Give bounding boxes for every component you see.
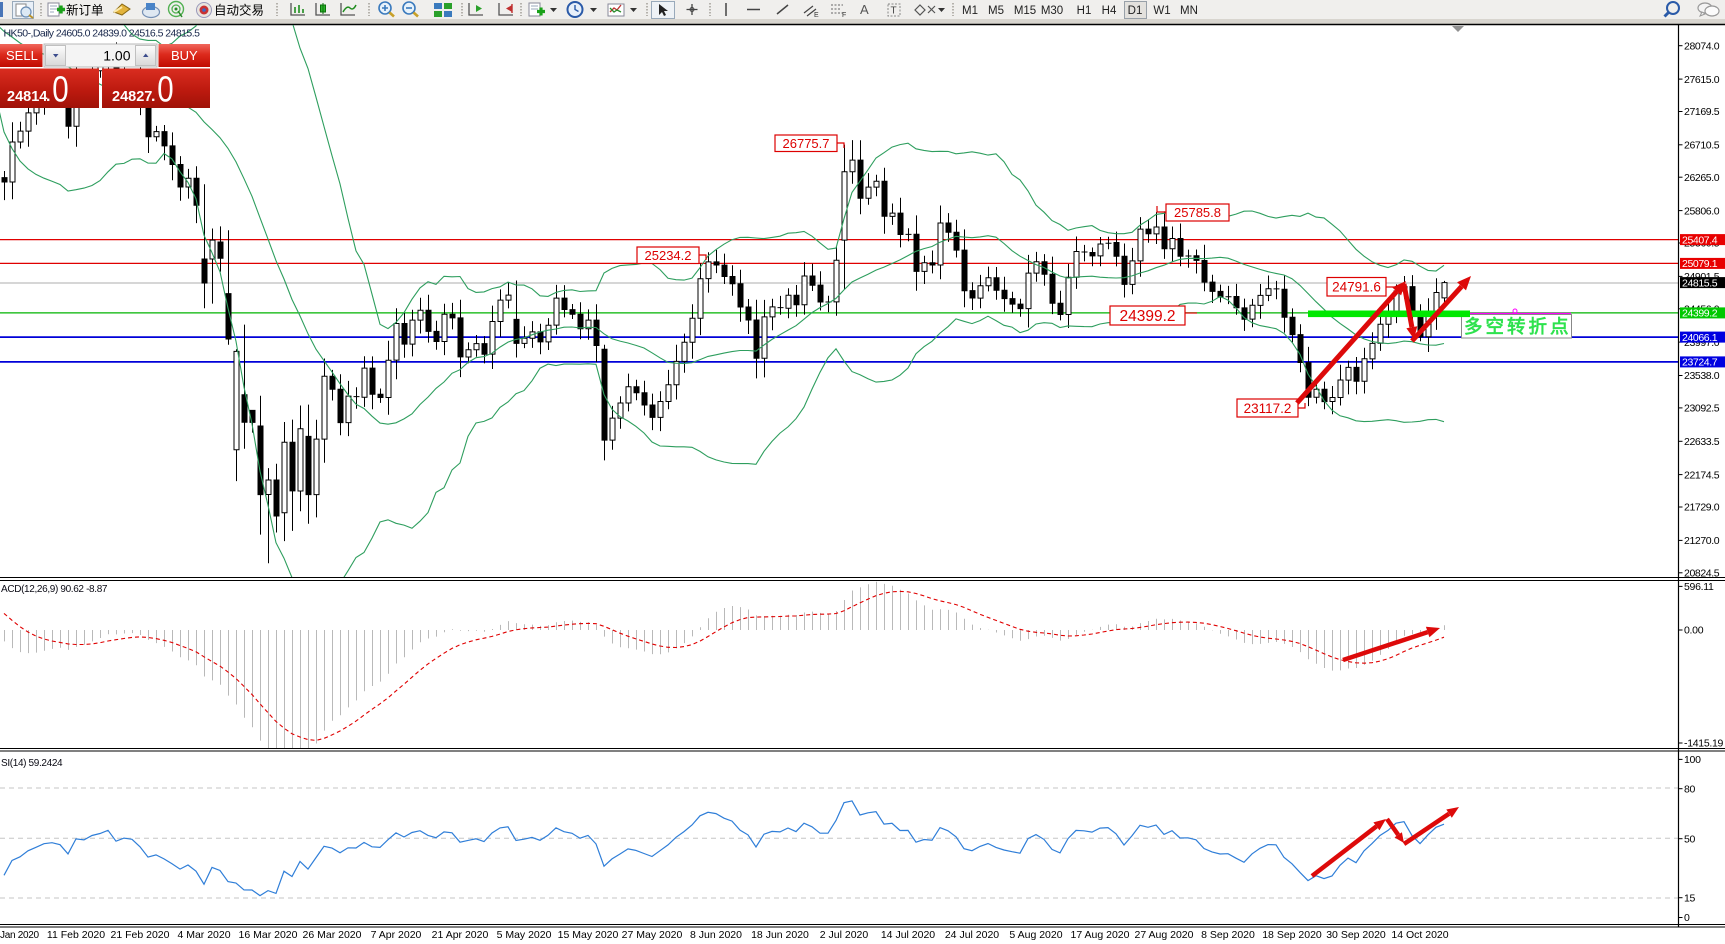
svg-text:8 Jun 2020: 8 Jun 2020 bbox=[690, 929, 742, 941]
svg-text:MN: MN bbox=[1180, 5, 1198, 17]
svg-text:15 May 2020: 15 May 2020 bbox=[558, 929, 619, 941]
svg-text:22633.5: 22633.5 bbox=[1684, 436, 1720, 448]
svg-text:2 Jul 2020: 2 Jul 2020 bbox=[820, 929, 869, 941]
svg-text:18 Jun 2020: 18 Jun 2020 bbox=[751, 929, 809, 941]
svg-text:HK50-,Daily 24605.0 24839.0 2: HK50-,Daily 24605.0 24839.0 24516.5 2481… bbox=[4, 28, 201, 40]
svg-text:自动交易: 自动交易 bbox=[214, 3, 264, 18]
svg-text:25806.0: 25806.0 bbox=[1684, 205, 1720, 217]
svg-text:T: T bbox=[891, 6, 897, 17]
svg-text:SELL: SELL bbox=[6, 48, 38, 63]
svg-text:25234.2: 25234.2 bbox=[645, 248, 692, 263]
svg-text:27 Aug 2020: 27 Aug 2020 bbox=[1135, 929, 1194, 941]
svg-text:28074.0: 28074.0 bbox=[1684, 40, 1720, 52]
svg-text:0: 0 bbox=[1684, 912, 1690, 924]
svg-text:23724.7: 23724.7 bbox=[1682, 357, 1718, 369]
svg-text:W1: W1 bbox=[1153, 5, 1170, 17]
svg-text:M15: M15 bbox=[1014, 5, 1036, 17]
svg-text:F: F bbox=[842, 12, 846, 19]
svg-text:H4: H4 bbox=[1102, 5, 1117, 17]
svg-text:26 Mar 2020: 26 Mar 2020 bbox=[303, 929, 362, 941]
svg-text:E: E bbox=[814, 12, 819, 19]
svg-text:24791.6: 24791.6 bbox=[1332, 280, 1381, 295]
svg-text:4 Mar 2020: 4 Mar 2020 bbox=[177, 929, 230, 941]
svg-text:多空转折点: 多空转折点 bbox=[1464, 316, 1572, 337]
svg-text:27169.5: 27169.5 bbox=[1684, 106, 1720, 118]
svg-text:0: 0 bbox=[157, 69, 173, 109]
svg-text:5 May 2020: 5 May 2020 bbox=[497, 929, 552, 941]
svg-text:11 Feb 2020: 11 Feb 2020 bbox=[47, 929, 105, 941]
svg-text:21729.0: 21729.0 bbox=[1684, 502, 1720, 514]
svg-text:.: . bbox=[46, 88, 50, 105]
svg-text:5 Aug 2020: 5 Aug 2020 bbox=[1009, 929, 1062, 941]
svg-text:24066.1: 24066.1 bbox=[1682, 332, 1718, 344]
svg-text:25407.4: 25407.4 bbox=[1682, 234, 1718, 246]
svg-text:-1415.19: -1415.19 bbox=[1684, 738, 1724, 750]
svg-text:M5: M5 bbox=[988, 5, 1004, 17]
svg-text:16 Mar 2020: 16 Mar 2020 bbox=[239, 929, 298, 941]
svg-text:M1: M1 bbox=[962, 5, 978, 17]
svg-text:27 May 2020: 27 May 2020 bbox=[622, 929, 683, 941]
svg-text:23092.5: 23092.5 bbox=[1684, 403, 1720, 415]
svg-text:596.11: 596.11 bbox=[1684, 581, 1714, 593]
svg-text:25079.1: 25079.1 bbox=[1682, 258, 1718, 270]
svg-text:22174.5: 22174.5 bbox=[1684, 469, 1720, 481]
svg-text:24 Jul 2020: 24 Jul 2020 bbox=[945, 929, 999, 941]
svg-text:14 Jul 2020: 14 Jul 2020 bbox=[881, 929, 935, 941]
svg-text:26775.7: 26775.7 bbox=[783, 136, 830, 151]
svg-text:7 Apr 2020: 7 Apr 2020 bbox=[371, 929, 422, 941]
svg-text:30 Sep 2020: 30 Sep 2020 bbox=[1326, 929, 1386, 941]
svg-text:SI(14) 59.2424: SI(14) 59.2424 bbox=[1, 758, 63, 769]
svg-text:80: 80 bbox=[1684, 783, 1696, 795]
svg-text:100: 100 bbox=[1684, 754, 1701, 766]
svg-text:21270.0: 21270.0 bbox=[1684, 535, 1720, 547]
svg-text:14 Oct 2020: 14 Oct 2020 bbox=[1391, 929, 1448, 941]
svg-text:0.00: 0.00 bbox=[1684, 625, 1704, 637]
svg-text:17 Aug 2020: 17 Aug 2020 bbox=[1071, 929, 1130, 941]
svg-text:A: A bbox=[860, 2, 869, 17]
svg-text:27615.0: 27615.0 bbox=[1684, 74, 1720, 86]
svg-text:H1: H1 bbox=[1077, 5, 1092, 17]
svg-text:0: 0 bbox=[52, 69, 68, 109]
svg-text:26710.5: 26710.5 bbox=[1684, 140, 1720, 152]
svg-text:D1: D1 bbox=[1128, 5, 1143, 17]
svg-text:25785.8: 25785.8 bbox=[1174, 205, 1221, 220]
svg-text:23538.0: 23538.0 bbox=[1684, 370, 1720, 382]
svg-text:50: 50 bbox=[1684, 833, 1696, 845]
svg-text:23117.2: 23117.2 bbox=[1244, 401, 1292, 416]
svg-text:1.00: 1.00 bbox=[103, 48, 130, 64]
svg-text:新订单: 新订单 bbox=[66, 3, 104, 18]
svg-text:20824.5: 20824.5 bbox=[1684, 568, 1720, 580]
svg-text:26265.0: 26265.0 bbox=[1684, 172, 1720, 184]
svg-text:21 Apr 2020: 21 Apr 2020 bbox=[432, 929, 489, 941]
svg-text:24827: 24827 bbox=[112, 89, 152, 105]
svg-text:BUY: BUY bbox=[171, 48, 198, 63]
svg-text:24814: 24814 bbox=[7, 89, 47, 105]
svg-text:24399.2: 24399.2 bbox=[1119, 308, 1175, 325]
svg-text:.: . bbox=[151, 88, 155, 105]
svg-text:ACD(12,26,9) 90.62 -8.87: ACD(12,26,9) 90.62 -8.87 bbox=[1, 584, 108, 595]
svg-text:18 Sep 2020: 18 Sep 2020 bbox=[1262, 929, 1322, 941]
svg-text:15: 15 bbox=[1684, 892, 1696, 904]
svg-text:M30: M30 bbox=[1041, 5, 1063, 17]
svg-text:24399.2: 24399.2 bbox=[1682, 308, 1718, 320]
svg-text:21 Feb 2020: 21 Feb 2020 bbox=[111, 929, 170, 941]
svg-text:24815.5: 24815.5 bbox=[1682, 277, 1718, 289]
svg-text:Jan 2020: Jan 2020 bbox=[0, 930, 39, 941]
svg-text:8 Sep 2020: 8 Sep 2020 bbox=[1201, 929, 1255, 941]
